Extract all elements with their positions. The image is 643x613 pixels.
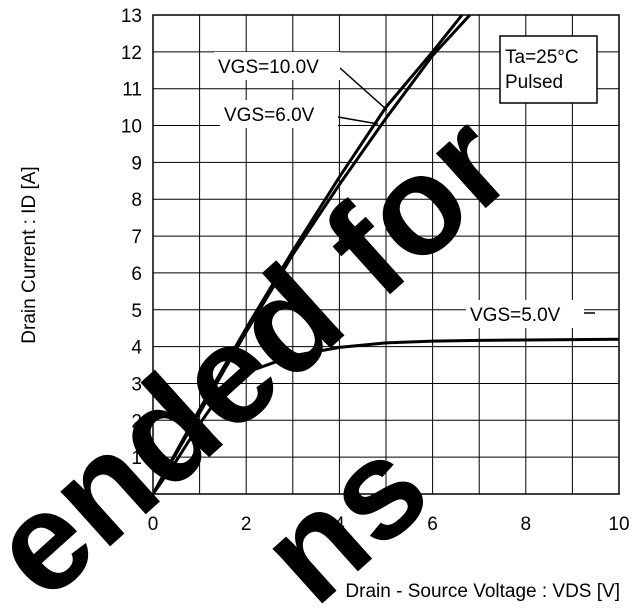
y-tick-label: 9: [131, 153, 142, 174]
y-tick-label: 11: [122, 80, 142, 101]
leader-line: [337, 116, 379, 125]
x-tick-label: 4: [334, 514, 345, 535]
x-tick-label: 2: [241, 514, 252, 535]
line: [153, 337, 619, 494]
y-tick-label: 7: [131, 227, 142, 248]
y-tick-label: 13: [121, 6, 142, 27]
series-label: VGS=6.0V: [224, 105, 315, 126]
y-tick-label: 5: [131, 301, 142, 322]
y-tick-label: 8: [131, 190, 142, 211]
annotation: Ta=25°C: [505, 47, 579, 68]
series-label: VGS=5.0V: [470, 305, 561, 326]
label-bg: [220, 100, 338, 128]
series-label: VGS=10.0V: [218, 57, 319, 78]
x-axis-label: Drain - Source Voltage : VDS [V]: [345, 581, 620, 602]
y-tick-label: 1: [131, 448, 142, 469]
y-tick-label: 6: [131, 264, 142, 285]
y-tick-label: 4: [131, 338, 142, 359]
label-bg: [466, 300, 584, 328]
y-tick-label: 2: [131, 411, 142, 432]
leader-line: [339, 67, 388, 111]
x-tick-label: 10: [608, 514, 629, 535]
plot-frame: [152, 14, 620, 495]
label-bg: [214, 52, 340, 80]
annotation: Pulsed: [505, 72, 563, 93]
x-tick-label: 8: [521, 514, 532, 535]
y-tick-label: 10: [121, 117, 142, 138]
line: [153, 15, 464, 494]
x-tick-label: 6: [427, 514, 438, 535]
y-tick-label: 12: [121, 43, 142, 64]
x-tick-label: 0: [148, 514, 159, 535]
y-tick-label: 0: [131, 485, 142, 506]
line: [153, 15, 472, 494]
y-tick-label: 3: [131, 374, 142, 395]
annotation-box: [499, 35, 598, 104]
y-axis-label: Drain Current : ID [A]: [19, 166, 40, 343]
